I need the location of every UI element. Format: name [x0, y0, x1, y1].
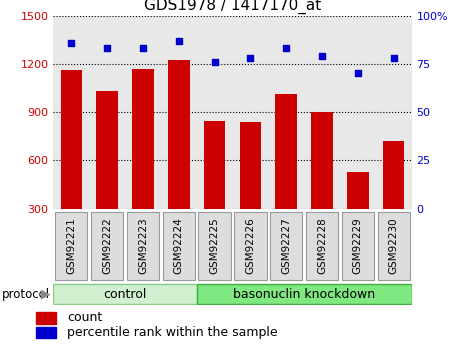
Bar — [347, 172, 369, 209]
Bar — [36, 327, 56, 338]
FancyBboxPatch shape — [199, 212, 231, 280]
FancyBboxPatch shape — [91, 212, 123, 280]
Point — [318, 53, 325, 59]
Text: GSM92225: GSM92225 — [210, 217, 219, 274]
Bar — [311, 112, 333, 209]
FancyBboxPatch shape — [163, 212, 195, 280]
Point — [103, 46, 111, 51]
FancyBboxPatch shape — [127, 212, 159, 280]
Text: GSM92224: GSM92224 — [174, 217, 184, 274]
Text: percentile rank within the sample: percentile rank within the sample — [67, 326, 278, 339]
FancyBboxPatch shape — [197, 284, 412, 304]
Point — [67, 40, 75, 45]
Bar — [239, 122, 261, 209]
Text: GSM92221: GSM92221 — [66, 217, 76, 274]
FancyBboxPatch shape — [55, 212, 87, 280]
FancyBboxPatch shape — [306, 212, 338, 280]
Point — [390, 55, 397, 61]
Text: GSM92223: GSM92223 — [138, 217, 148, 274]
Bar — [204, 121, 226, 209]
Point — [354, 71, 361, 76]
Text: GSM92227: GSM92227 — [281, 217, 291, 274]
Text: basonuclin knockdown: basonuclin knockdown — [233, 288, 375, 300]
Point — [211, 59, 218, 65]
Title: GDS1978 / 1417170_at: GDS1978 / 1417170_at — [144, 0, 321, 14]
FancyBboxPatch shape — [378, 212, 410, 280]
Bar — [60, 70, 82, 209]
FancyBboxPatch shape — [53, 284, 197, 304]
Point — [282, 46, 290, 51]
Text: GSM92230: GSM92230 — [389, 217, 399, 274]
Text: GSM92226: GSM92226 — [246, 217, 255, 274]
Bar — [168, 60, 190, 209]
Bar — [275, 95, 297, 209]
Text: ▶: ▶ — [41, 288, 51, 300]
Text: control: control — [103, 288, 147, 300]
FancyBboxPatch shape — [270, 212, 302, 280]
Point — [175, 38, 182, 43]
Point — [246, 55, 254, 61]
FancyBboxPatch shape — [342, 212, 374, 280]
Text: protocol: protocol — [2, 288, 50, 300]
Bar — [96, 91, 118, 209]
Bar — [36, 312, 56, 324]
Text: count: count — [67, 312, 102, 324]
FancyBboxPatch shape — [234, 212, 266, 280]
Bar — [132, 69, 154, 209]
Text: GSM92228: GSM92228 — [317, 217, 327, 274]
Text: GSM92229: GSM92229 — [353, 217, 363, 274]
Text: GSM92222: GSM92222 — [102, 217, 112, 274]
Bar — [383, 141, 405, 209]
Point — [139, 46, 146, 51]
